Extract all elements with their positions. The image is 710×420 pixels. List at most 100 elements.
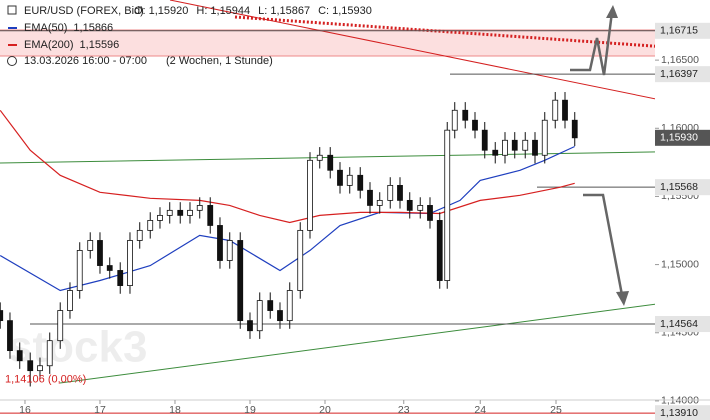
candle-body xyxy=(307,159,313,231)
quote-value: 1,15930 xyxy=(332,5,372,17)
level-box xyxy=(655,22,710,39)
resistance-zone xyxy=(0,30,655,56)
quote-value: 1,15920 xyxy=(149,5,189,17)
clock-icon xyxy=(7,56,17,66)
quote-name: C: xyxy=(318,5,329,17)
candle-body xyxy=(502,139,508,156)
candle-body xyxy=(157,214,163,221)
candle-body xyxy=(136,229,143,241)
y-axis: 1,165001,160001,155001,150001,145001,140… xyxy=(655,22,710,420)
candle-body xyxy=(571,119,578,139)
candle-body xyxy=(147,220,154,231)
candle-body xyxy=(16,350,23,362)
candle-body xyxy=(76,250,83,291)
quote-value: 1,15944 xyxy=(210,5,250,17)
candle-body xyxy=(492,149,499,156)
level-box xyxy=(655,405,710,420)
candle-body xyxy=(117,270,124,286)
candle-body xyxy=(472,119,478,131)
candle-body xyxy=(207,205,214,226)
candle-body xyxy=(436,220,443,281)
x-tick-label: 23 xyxy=(398,404,410,416)
trend-line xyxy=(0,150,710,164)
level-box xyxy=(655,316,710,333)
candle-body xyxy=(127,240,133,286)
legend-value: 1,15866 xyxy=(73,22,113,34)
candle-body xyxy=(444,129,451,281)
candle-body xyxy=(346,174,353,186)
quote-name: L: xyxy=(258,5,267,17)
candle-body xyxy=(406,199,413,211)
y-tick-label: 1,16500 xyxy=(661,54,699,66)
candle-body xyxy=(387,184,394,201)
legend-name: EMA(50) xyxy=(24,22,67,34)
ema-line xyxy=(0,145,575,292)
candle-body xyxy=(177,209,184,216)
candle-body xyxy=(337,169,343,186)
x-tick-label: 19 xyxy=(244,404,256,416)
quote-value: 1,15867 xyxy=(270,5,310,17)
ema-line xyxy=(0,109,575,224)
candle-body xyxy=(57,310,64,342)
x-tick-label: 17 xyxy=(94,404,106,416)
candle-body xyxy=(267,300,274,311)
candle-body xyxy=(217,225,223,261)
candle-body xyxy=(7,320,13,352)
arrowhead xyxy=(606,5,618,18)
legend: EUR/USD (FOREX, Bid) O: 1,15920 H: 1,15944 L… xyxy=(7,5,372,67)
level-label: 1,13910 xyxy=(660,407,698,419)
arrows xyxy=(570,5,629,306)
candle-body xyxy=(286,290,293,322)
level-label: 1,16715 xyxy=(660,25,698,37)
candle-body xyxy=(316,154,323,161)
candle-body xyxy=(327,154,334,171)
candle-body xyxy=(297,229,304,291)
candle-body xyxy=(87,240,94,251)
candle-body xyxy=(541,119,548,156)
candle-body xyxy=(397,184,403,201)
candle-body xyxy=(481,129,488,151)
candle-body xyxy=(367,189,373,206)
candle-body xyxy=(196,205,203,211)
level-box xyxy=(655,129,710,146)
candle-body xyxy=(187,209,193,216)
candle-body xyxy=(67,290,73,311)
legend-items: EMA(50) 1,15866 EMA(200) 1,15596 xyxy=(8,22,119,51)
arrowhead xyxy=(616,291,629,306)
candle-body xyxy=(0,310,4,322)
candle-body xyxy=(237,240,244,322)
candle-body xyxy=(27,360,34,372)
candle-body xyxy=(277,310,283,322)
symbol-icon xyxy=(7,5,17,15)
candle-body xyxy=(226,240,233,261)
y-tick-label: 1,15000 xyxy=(661,258,699,270)
level-label: 1,15568 xyxy=(660,181,698,193)
candle-body xyxy=(247,320,253,332)
candle-body xyxy=(106,265,113,271)
level-box xyxy=(655,179,710,196)
low-marker-label: 1,14106 (0,00%) xyxy=(5,373,86,385)
candle-body xyxy=(166,209,173,216)
x-tick-label: 20 xyxy=(319,404,331,416)
subtitle: 13.03.2026 16:00 - 07:00 xyxy=(24,55,147,67)
level-box xyxy=(655,66,710,83)
candle-body xyxy=(462,109,469,121)
period: (2 Wochen, 1 Stunde) xyxy=(166,55,273,67)
candle-body xyxy=(256,300,263,332)
candle-body xyxy=(46,340,53,367)
candle-body xyxy=(522,139,529,151)
candle-body xyxy=(552,99,559,121)
candle-body xyxy=(532,139,538,156)
candle-body xyxy=(562,99,568,121)
quote: O: 1,15920 H: 1,15944 L: 1,15867 C: 1,15930 xyxy=(134,5,372,17)
candle-body xyxy=(451,109,458,131)
legend-value: 1,15596 xyxy=(80,39,120,51)
legend-name: EMA(200) xyxy=(24,39,74,51)
arrow-down xyxy=(583,193,624,296)
candle-body xyxy=(511,139,518,151)
level-label: 1,15930 xyxy=(660,132,698,144)
x-tick-label: 25 xyxy=(550,404,562,416)
candle-body xyxy=(37,365,43,372)
